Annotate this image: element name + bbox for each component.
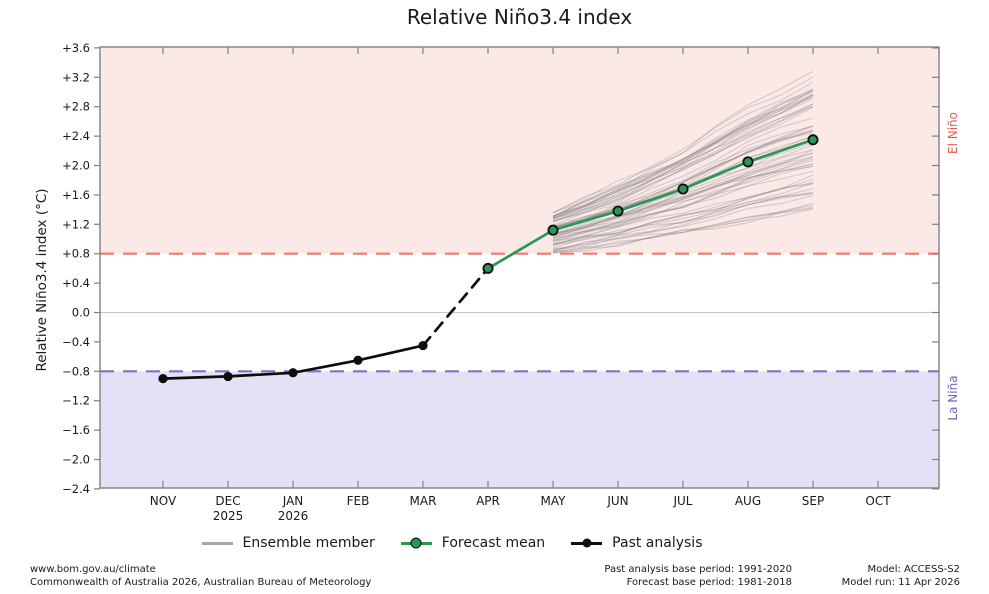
legend-item-ensemble: Ensemble member: [201, 535, 375, 551]
svg-text:+2.4: +2.4: [62, 129, 90, 143]
footer-base-periods: Past analysis base period: 1991-2020 For…: [604, 564, 792, 589]
svg-text:+2.8: +2.8: [62, 100, 90, 114]
svg-text:NOV: NOV: [150, 494, 177, 508]
model-run-date: Model run: 11 Apr 2026: [841, 576, 960, 588]
svg-text:+0.8: +0.8: [62, 247, 90, 261]
forecast-line-swatch-icon: [400, 537, 432, 549]
svg-text:DEC: DEC: [215, 494, 240, 508]
model-name: Model: ACCESS-S2: [867, 564, 960, 575]
svg-text:−0.8: −0.8: [62, 364, 90, 378]
svg-text:JUN: JUN: [606, 494, 628, 508]
y-axis-label: Relative Niño3.4 index (°C): [34, 188, 50, 372]
forecast-marker-icon: [410, 537, 422, 549]
svg-text:MAY: MAY: [541, 494, 567, 508]
ensemble-line-swatch-icon: [201, 541, 233, 545]
svg-text:OCT: OCT: [865, 494, 891, 508]
legend-item-past: Past analysis: [571, 535, 702, 551]
svg-text:−2.4: −2.4: [62, 482, 90, 496]
svg-text:FEB: FEB: [347, 494, 370, 508]
svg-text:APR: APR: [476, 494, 500, 508]
svg-text:2026: 2026: [278, 509, 309, 523]
la-nina-band-label: La Niña: [946, 375, 960, 421]
svg-text:+2.0: +2.0: [62, 159, 90, 173]
legend-item-forecast: Forecast mean: [400, 535, 546, 551]
footer-source: www.bom.gov.au/climate Commonwealth of A…: [30, 564, 371, 589]
svg-text:AUG: AUG: [735, 494, 761, 508]
svg-text:+1.2: +1.2: [62, 217, 90, 231]
svg-text:−0.4: −0.4: [62, 335, 90, 349]
past-marker-icon: [582, 538, 592, 548]
legend: Ensemble member Forecast mean Past analy…: [0, 532, 904, 554]
svg-text:−2.0: −2.0: [62, 453, 90, 467]
footer-model-info: Model: ACCESS-S2 Model run: 11 Apr 2026: [842, 564, 960, 589]
past-line-swatch-icon: [571, 538, 603, 548]
svg-text:+3.2: +3.2: [62, 70, 90, 84]
svg-text:SEP: SEP: [802, 494, 824, 508]
past-base-period: Past analysis base period: 1991-2020: [604, 564, 792, 575]
copyright-text: Commonwealth of Australia 2026, Australi…: [30, 576, 372, 588]
legend-label: Past analysis: [612, 535, 703, 551]
svg-text:+1.6: +1.6: [62, 188, 90, 202]
svg-text:−1.2: −1.2: [62, 394, 90, 408]
svg-text:MAR: MAR: [410, 494, 437, 508]
forecast-base-period: Forecast base period: 1981-2018: [626, 576, 792, 588]
svg-text:0.0: 0.0: [72, 306, 90, 320]
svg-text:JUL: JUL: [672, 494, 692, 508]
legend-label: Ensemble member: [242, 535, 375, 551]
svg-text:+3.6: +3.6: [62, 41, 90, 55]
chart-title: Relative Niño3.4 index: [406, 5, 633, 29]
el-nino-band-label: El Niño: [946, 112, 960, 154]
svg-text:−1.6: −1.6: [62, 423, 90, 437]
source-url: www.bom.gov.au/climate: [30, 564, 156, 575]
svg-text:2025: 2025: [213, 509, 244, 523]
svg-text:+0.4: +0.4: [62, 276, 90, 290]
svg-text:JAN: JAN: [282, 494, 304, 508]
legend-label: Forecast mean: [441, 535, 546, 551]
